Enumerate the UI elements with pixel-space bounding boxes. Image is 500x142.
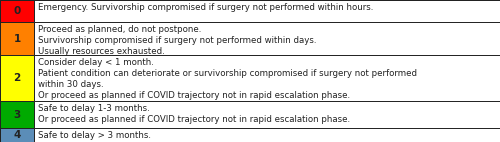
Text: Proceed as planned, do not postpone.
Survivorship compromised if surgery not per: Proceed as planned, do not postpone. Sur…: [38, 25, 316, 56]
Bar: [34, 0, 500, 22]
Bar: [34, 22, 500, 55]
Text: Consider delay < 1 month.
Patient condition can deteriorate or survivorship comp: Consider delay < 1 month. Patient condit…: [38, 58, 417, 100]
Text: Safe to delay 1-3 months.
Or proceed as planned if COVID trajectory not in rapid: Safe to delay 1-3 months. Or proceed as …: [38, 104, 350, 124]
Text: 3: 3: [14, 109, 20, 120]
Bar: [0, 0, 34, 22]
Bar: [34, 128, 500, 142]
Bar: [34, 101, 500, 128]
Text: Emergency. Survivorship compromised if surgery not performed within hours.: Emergency. Survivorship compromised if s…: [38, 3, 374, 12]
Bar: [0, 128, 34, 142]
Bar: [0, 22, 34, 55]
Text: Safe to delay > 3 months.: Safe to delay > 3 months.: [38, 131, 151, 140]
Text: 1: 1: [14, 34, 20, 43]
Bar: [0, 55, 34, 101]
Text: 4: 4: [14, 130, 20, 140]
Text: 0: 0: [14, 6, 20, 16]
Bar: [34, 55, 500, 101]
Text: 2: 2: [14, 73, 20, 83]
Bar: [0, 101, 34, 128]
